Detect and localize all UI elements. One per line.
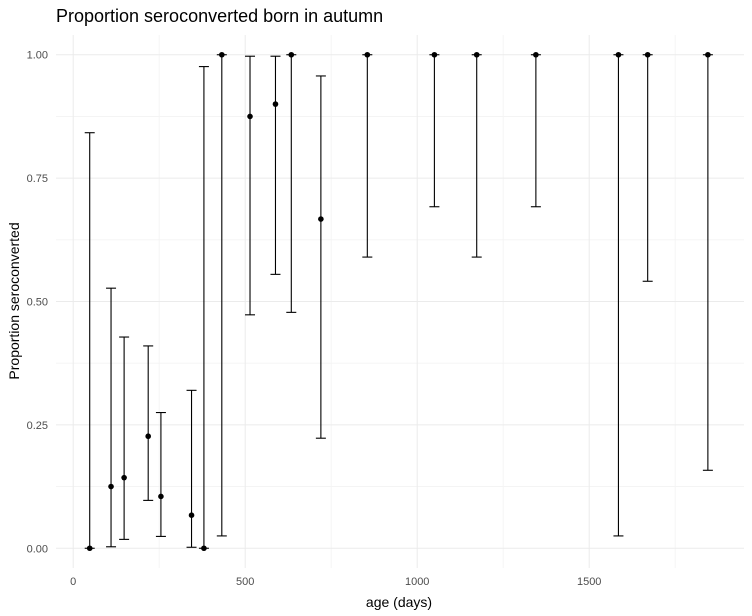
error-bar (270, 55, 281, 275)
data-point (288, 51, 295, 58)
data-point (272, 101, 279, 107)
grid (56, 35, 744, 568)
points (86, 51, 711, 552)
data-point (158, 493, 164, 500)
error-bar (471, 54, 482, 258)
error-bar (429, 54, 440, 208)
data-point (431, 51, 438, 58)
data-point (108, 483, 114, 490)
y-tick-label: 1.00 (27, 50, 48, 62)
y-tick-label: 0.25 (27, 420, 48, 432)
chart-title: Proportion seroconverted born in autumn (56, 6, 383, 26)
x-axis-ticks: 0 500 1000 1500 (70, 576, 601, 588)
x-tick-label: 0 (70, 576, 76, 588)
error-bar (186, 389, 197, 548)
data-point (188, 512, 195, 518)
data-point (86, 545, 93, 552)
error-bar (315, 75, 326, 439)
data-point (705, 51, 711, 58)
y-tick-label: 0.50 (27, 297, 48, 309)
error-bar (286, 54, 297, 313)
error-bar (642, 54, 653, 282)
x-tick-label: 1000 (405, 576, 429, 588)
error-bar (530, 54, 541, 208)
data-point (318, 216, 324, 222)
data-point (121, 474, 127, 481)
y-axis-title: Proportion seroconverted (6, 222, 22, 379)
data-point (615, 51, 622, 58)
error-bar (362, 54, 373, 258)
y-tick-label: 0.75 (27, 173, 48, 185)
y-tick-label: 0.00 (27, 543, 48, 555)
error-bars (84, 54, 713, 549)
error-bar (216, 54, 227, 537)
y-axis-ticks: 0.00 0.25 0.50 0.75 1.00 (27, 50, 48, 556)
data-point (364, 51, 371, 58)
x-tick-label: 1500 (577, 576, 601, 588)
error-bar (84, 132, 95, 549)
x-tick-label: 500 (236, 576, 254, 588)
error-bar (613, 54, 624, 537)
data-point (644, 51, 651, 58)
data-point (533, 51, 539, 58)
data-point (473, 51, 480, 58)
error-bar (245, 55, 256, 316)
data-point (247, 113, 253, 120)
error-bar (106, 287, 117, 548)
error-bar (119, 336, 130, 540)
error-bar (198, 66, 209, 549)
error-bar (702, 54, 713, 471)
data-point (201, 545, 207, 552)
x-axis-title: age (days) (366, 594, 432, 610)
data-point (145, 433, 151, 440)
data-point (219, 51, 225, 58)
error-bar (155, 411, 166, 537)
error-bar (143, 345, 154, 501)
